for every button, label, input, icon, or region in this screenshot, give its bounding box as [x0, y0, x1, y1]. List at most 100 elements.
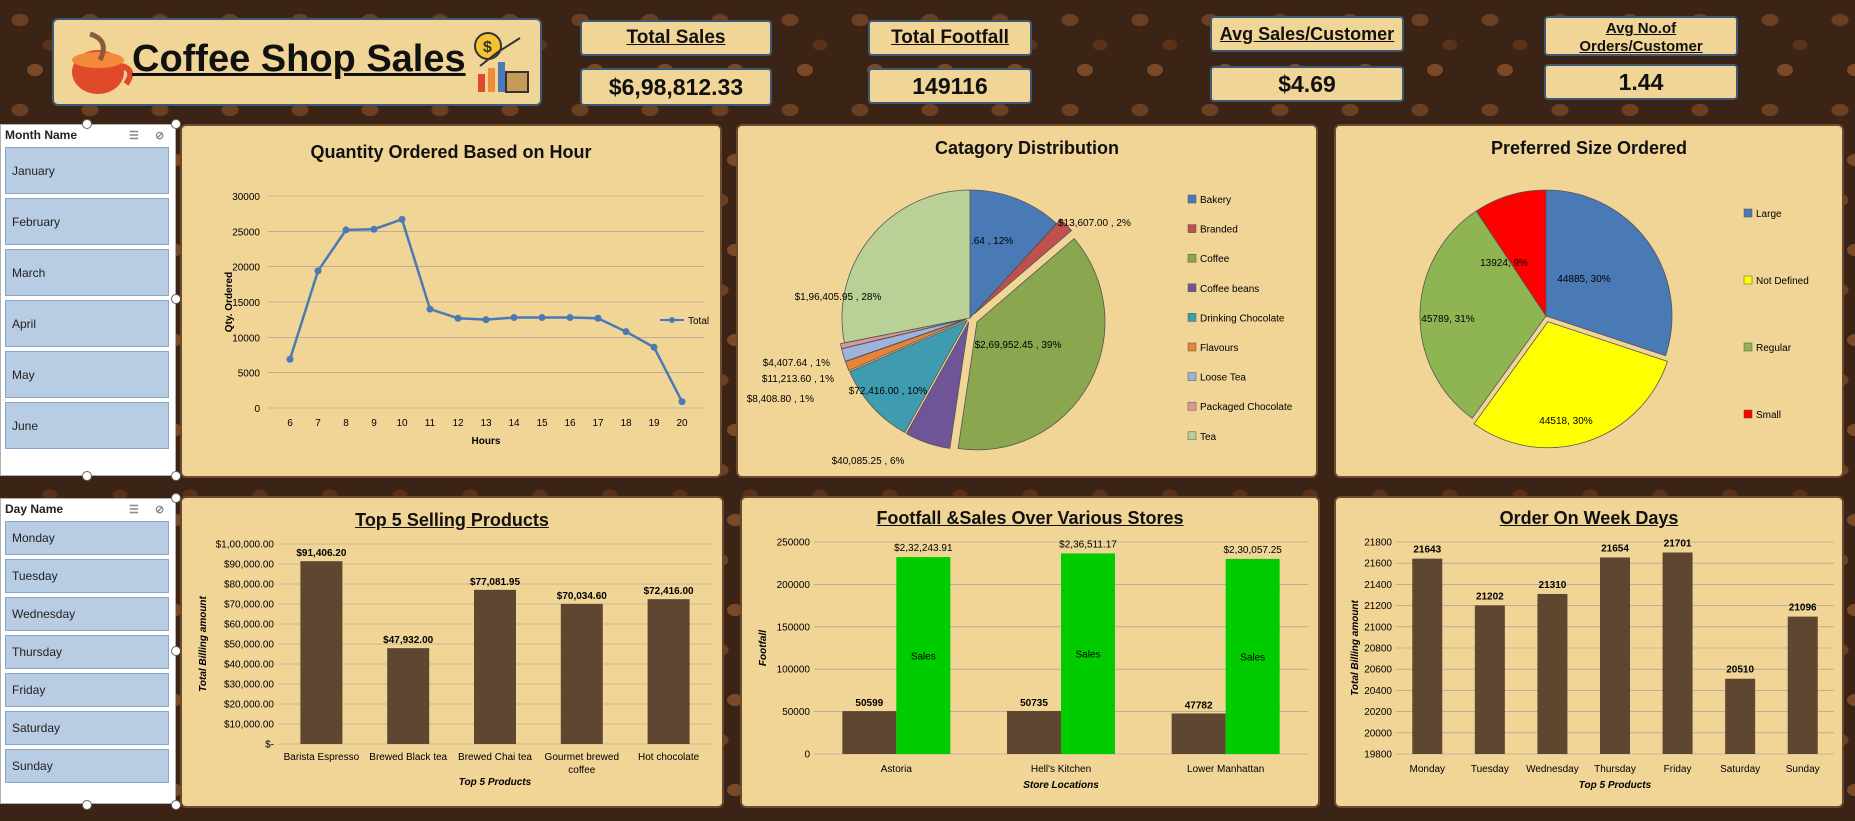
y-tick-label: 20800	[1364, 644, 1392, 655]
bar	[1537, 594, 1567, 754]
slicer-item-month-april[interactable]: April	[5, 300, 169, 347]
data-label: $91,406.20	[296, 548, 346, 559]
stores-chart-card[interactable]: Footfall &Sales Over Various Stores 0 500…	[740, 496, 1320, 808]
legend-swatch	[1188, 343, 1196, 351]
data-label: 47782	[1185, 700, 1213, 711]
legend-label: Branded	[1200, 225, 1238, 236]
x-tick-label: Sunday	[1786, 764, 1820, 775]
day-slicer-header: Day Name ☰ ⊘	[1, 499, 175, 521]
top5-chart-card[interactable]: Top 5 Selling Products $- $10,000.00 $20,0…	[180, 496, 724, 808]
month-slicer[interactable]: Month Name ☰ ⊘ January February March April…	[0, 124, 176, 476]
y-axis-label: Total Billing amount	[198, 595, 209, 691]
data-label: 21202	[1476, 591, 1504, 602]
legend-swatch	[1744, 410, 1752, 418]
x-tick-label: Monday	[1409, 764, 1445, 775]
kpi-avg-sales-value: $4.69	[1210, 66, 1404, 102]
data-label: $4,407.64 , 1%	[763, 358, 830, 369]
kpi-total-footfall-label: Total Footfall	[868, 20, 1032, 56]
data-point	[287, 356, 294, 363]
y-tick-label: 20000	[1364, 728, 1392, 739]
slicer-item-day-tuesday[interactable]: Tuesday	[5, 559, 169, 593]
y-tick-label: 10000	[232, 333, 260, 344]
clear-filter-icon[interactable]: ⊘	[155, 129, 164, 142]
slicer-item-day-saturday[interactable]: Saturday	[5, 711, 169, 745]
x-tick-label: 18	[620, 418, 632, 429]
slicer-item-day-friday[interactable]: Friday	[5, 673, 169, 707]
day-slicer[interactable]: Day Name ☰ ⊘ Monday Tuesday Wednesday Thurs…	[0, 498, 176, 804]
x-tick-label: Brewed Black tea	[369, 752, 447, 763]
data-label: 21096	[1789, 603, 1817, 614]
legend-label: Coffee beans	[1200, 284, 1259, 295]
slicer-item-day-monday[interactable]: Monday	[5, 521, 169, 555]
data-label: $77,081.95	[470, 577, 520, 588]
data-label: 50735	[1020, 698, 1048, 709]
y-tick-label: 5000	[238, 369, 261, 380]
y-tick-label: $10,000.00	[224, 720, 274, 731]
slicer-item-month-february[interactable]: February	[5, 198, 169, 245]
bar	[1600, 557, 1630, 754]
data-point	[427, 306, 434, 313]
slicer-item-month-may[interactable]: May	[5, 351, 169, 398]
slicer-item-day-sunday[interactable]: Sunday	[5, 749, 169, 783]
size-chart-card[interactable]: Preferred Size Ordered 44885, 30% 44518, …	[1334, 124, 1844, 478]
x-axis-label: Hours	[472, 436, 501, 447]
legend-swatch	[1188, 254, 1196, 262]
weekdays-chart-card[interactable]: Order On Week Days 19800 20000 20200 20400 2…	[1334, 496, 1844, 808]
bar	[474, 590, 516, 744]
legend-label: Drinking Chocolate	[1200, 313, 1285, 324]
legend-swatch	[1744, 276, 1752, 284]
resize-handle[interactable]	[82, 119, 92, 129]
bar	[300, 561, 342, 744]
data-label: $1,96,405.95 , 28%	[795, 292, 882, 303]
y-tick-label: 30000	[232, 192, 260, 203]
data-label: 21310	[1539, 580, 1567, 591]
y-tick-label: 150000	[777, 622, 811, 633]
data-label: 45789, 31%	[1421, 314, 1474, 325]
x-tick-label: 10	[396, 418, 408, 429]
slicer-item-day-wednesday[interactable]: Wednesday	[5, 597, 169, 631]
hourly-chart-card[interactable]: Quantity Ordered Based on Hour 0 5000 1000…	[180, 124, 722, 478]
data-point	[595, 315, 602, 322]
stores-bar-chart: 050000100000150000200000250000Footfall50…	[742, 498, 1318, 806]
y-axis-label: Qty. Ordered	[224, 272, 235, 332]
slicer-item-day-thursday[interactable]: Thursday	[5, 635, 169, 669]
data-point	[567, 314, 574, 321]
category-chart-card[interactable]: Catagory Distribution $82,315.64 , 12% $1…	[736, 124, 1318, 478]
bar	[1788, 617, 1818, 754]
slicer-item-month-june[interactable]: June	[5, 402, 169, 449]
resize-handle[interactable]	[82, 471, 92, 481]
legend-swatch	[1188, 373, 1196, 381]
data-label: $2,30,057.25	[1223, 545, 1282, 556]
x-axis-label: Top 5 Products	[459, 777, 532, 788]
y-tick-label: 0	[254, 404, 260, 415]
y-tick-label: $80,000.00	[224, 580, 274, 591]
y-tick-label: 20600	[1364, 665, 1392, 676]
slicer-item-month-january[interactable]: January	[5, 147, 169, 194]
y-tick-label: $70,000.00	[224, 600, 274, 611]
legend-swatch	[1188, 284, 1196, 292]
multi-select-icon[interactable]: ☰	[129, 129, 139, 142]
data-label: $8,408.80 , 1%	[747, 394, 814, 405]
bar-inside-label: Sales	[1240, 652, 1265, 663]
bar-footfall	[1172, 713, 1226, 754]
x-tick-label: 6	[287, 418, 293, 429]
resize-handle[interactable]	[82, 800, 92, 810]
page-title: Coffee Shop Sales	[132, 38, 466, 81]
x-tick-label: 8	[343, 418, 349, 429]
bar-footfall	[1007, 711, 1061, 754]
clear-filter-icon[interactable]: ⊘	[155, 503, 164, 516]
data-label: 21701	[1664, 538, 1692, 549]
x-tick-label: coffee	[568, 765, 595, 776]
legend-label: Coffee	[1200, 254, 1230, 265]
data-point	[539, 314, 546, 321]
multi-select-icon[interactable]: ☰	[129, 503, 139, 516]
y-tick-label: 21800	[1364, 538, 1392, 549]
y-tick-label: 25000	[232, 227, 260, 238]
data-point	[651, 344, 658, 351]
slicer-item-month-march[interactable]: March	[5, 249, 169, 296]
bar	[648, 599, 690, 744]
data-label: $2,32,243.91	[894, 543, 953, 554]
series-line-total	[290, 219, 682, 401]
y-tick-label: $1,00,000.00	[216, 540, 275, 551]
y-tick-label: 21400	[1364, 580, 1392, 591]
